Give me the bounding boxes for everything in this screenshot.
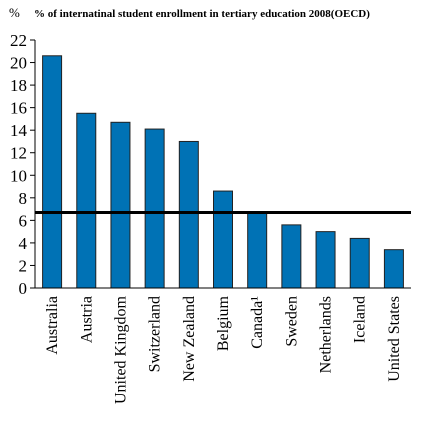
- y-tick-label: 18: [10, 76, 27, 95]
- y-tick-label: 12: [10, 144, 27, 163]
- y-tick-label: 4: [19, 234, 28, 253]
- y-tick-label: 10: [10, 166, 27, 185]
- y-tick-label: 22: [10, 31, 27, 50]
- chart-title: % of internatinal student enrollment in …: [34, 8, 370, 20]
- y-tick-label: 14: [10, 121, 28, 140]
- x-tick-label: Canada¹: [249, 296, 266, 349]
- bar: [315, 231, 336, 289]
- y-tick-label: 16: [10, 99, 27, 118]
- y-tick-label: 8: [19, 189, 28, 208]
- y-axis-unit-label: %: [9, 5, 20, 20]
- bar: [383, 249, 404, 289]
- bar: [110, 121, 131, 289]
- x-tick-label: Switzerland: [147, 296, 164, 372]
- bar: [281, 224, 302, 289]
- x-tick-label: Australia: [44, 296, 61, 355]
- bar: [213, 190, 233, 289]
- bar: [178, 140, 199, 289]
- bar: [247, 211, 268, 289]
- bar: [349, 237, 370, 289]
- y-tick-label: 0: [19, 279, 28, 298]
- bars: [42, 55, 404, 289]
- x-tick-label: Iceland: [352, 296, 369, 343]
- x-tick-label: Belgium: [215, 295, 232, 351]
- y-tick-label: 6: [19, 211, 28, 230]
- y-tick-label: 20: [10, 54, 27, 73]
- x-tick-label: Sweden: [283, 296, 300, 347]
- x-axis-labels: Australia Austria United Kingdom Switzerlan…: [44, 295, 403, 404]
- x-tick-label: New Zealand: [181, 296, 198, 382]
- y-tick-label: 2: [19, 256, 28, 275]
- bar: [144, 128, 165, 289]
- bar: [76, 112, 97, 289]
- bar: [42, 55, 63, 289]
- x-tick-label: United Kingdom: [112, 295, 129, 404]
- x-tick-label: Austria: [78, 296, 95, 343]
- y-axis-ticks: 0 2 4 6 8 10 12 14 16 18 20 22: [10, 31, 35, 298]
- x-tick-label: Netherlands: [318, 296, 335, 373]
- x-tick-label: United States: [386, 296, 403, 382]
